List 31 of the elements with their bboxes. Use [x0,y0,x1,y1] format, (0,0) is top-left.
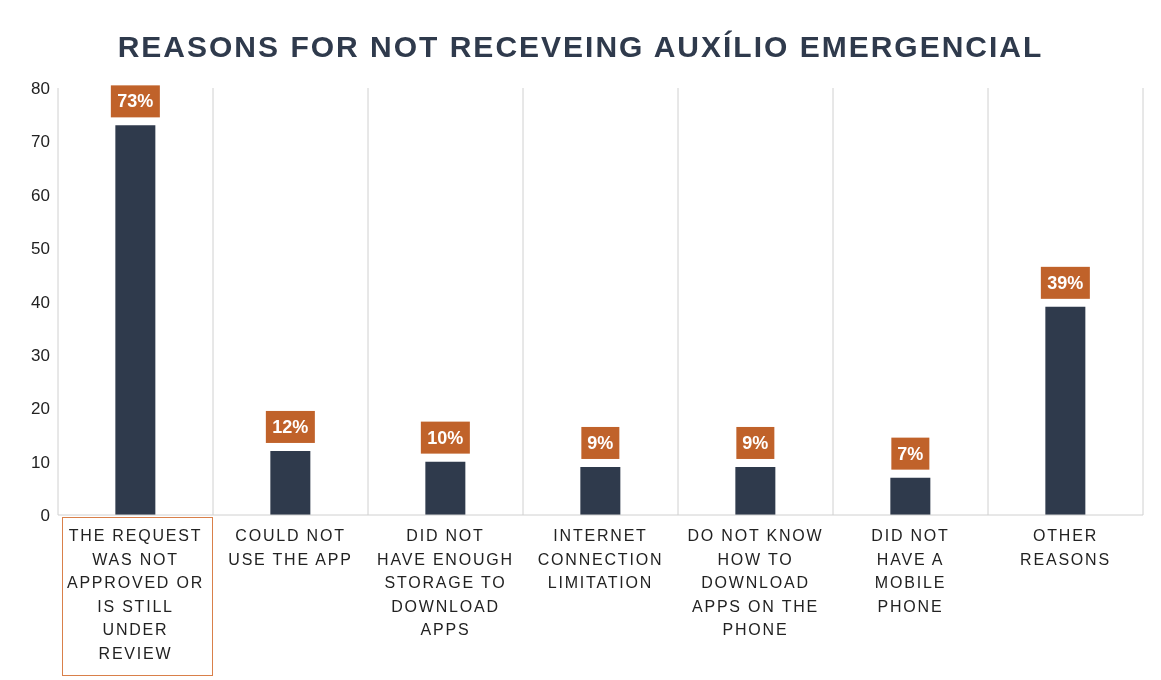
bar [580,466,621,515]
y-tick-label: 70 [31,132,50,152]
x-tick-label: OTHER REASONS [1020,527,1111,568]
chart-title: REASONS FOR NOT RECEVEING AUXÍLIO EMERGENCIAL [116,30,1045,64]
data-label: 10% [427,427,464,448]
bar [890,477,931,515]
y-tick-label: 20 [31,399,50,419]
data-label: 9% [587,432,614,453]
x-tick-label: THE REQUEST WAS NOT APPROVED OR IS STILL UNDER REVIEW [66,527,205,662]
y-tick-label: 30 [31,345,50,365]
data-label: 39% [1047,272,1084,293]
bar [270,450,311,515]
y-tick-label: 80 [31,79,50,99]
y-tick-label: 60 [31,185,50,205]
data-label: 73% [117,91,154,112]
y-tick-label: 10 [31,452,50,472]
x-tick-label: DO NOT KNOW HOW TO DOWNLOAD APPS ON THE PHONE [687,527,824,638]
y-tick-label: 50 [31,239,50,259]
bar [735,466,776,515]
bar [425,461,466,515]
data-label: 12% [272,416,309,437]
data-label: 9% [742,432,769,453]
y-tick-label: 0 [40,506,50,526]
x-tick-label: INTERNET CONNECTION LIMITATION [537,527,664,591]
x-tick-label: DID NOT HAVE A MOBILE PHONE [871,527,950,615]
data-label: 7% [897,443,924,464]
bar [115,125,156,515]
bar [1045,306,1086,515]
x-tick-label: DID NOT HAVE ENOUGH STORAGE TO DOWNLOAD APPS [377,527,514,638]
y-tick-label: 40 [31,292,50,312]
x-tick-label: COULD NOT USE THE APP [228,527,353,568]
